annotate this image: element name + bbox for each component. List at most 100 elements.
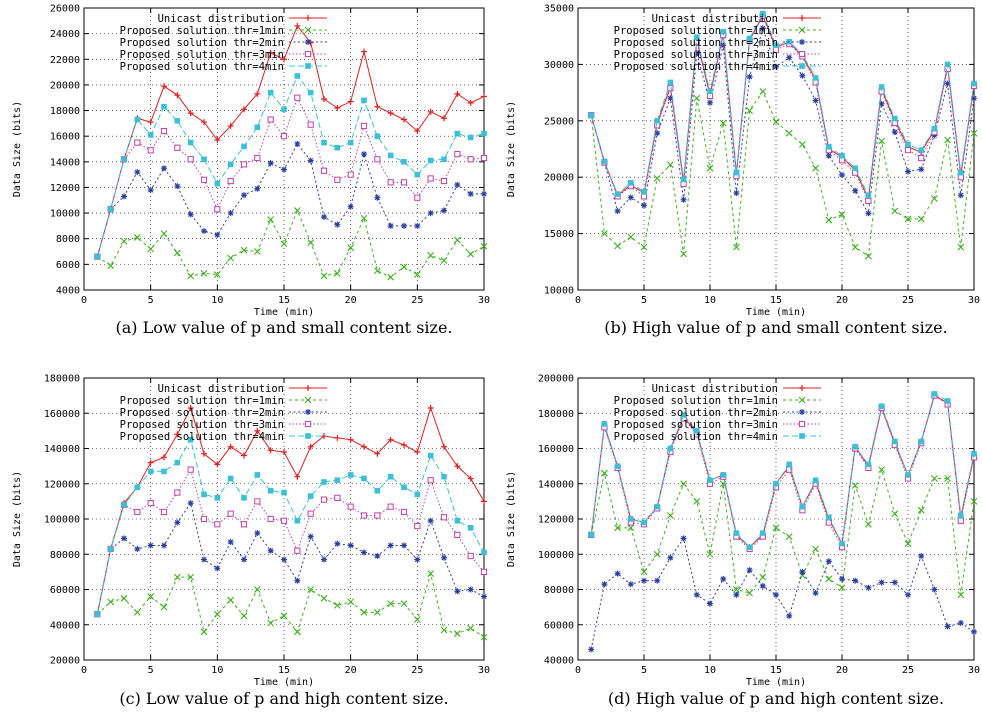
series-thr2 [94, 500, 487, 618]
data-point-thr2 [944, 623, 951, 630]
y-tick-label: 100000 [44, 515, 80, 526]
data-point-thr4 [667, 79, 674, 86]
chart-caption: (d) High value of p and high content siz… [608, 689, 944, 708]
data-point-thr2 [799, 72, 806, 79]
legend-marker-unicast [305, 15, 311, 21]
data-point-thr3 [187, 156, 194, 163]
data-point-thr1 [320, 594, 328, 602]
data-point-thr1 [267, 619, 275, 627]
data-point-thr4 [971, 450, 977, 457]
y-tick-label: 180000 [538, 409, 574, 420]
data-point-thr2 [799, 568, 806, 575]
data-point-unicast [201, 450, 207, 457]
x-tick-label: 5 [148, 665, 154, 676]
data-point-thr2 [746, 73, 753, 80]
chart-panel-3: 20000 40000 60000 80000 100000 120000 140000 16… [12, 374, 490, 709]
data-point-thr3 [467, 156, 474, 163]
data-point-thr1 [614, 242, 621, 250]
data-point-thr3 [904, 147, 912, 154]
data-point-thr2 [641, 202, 647, 209]
data-point-thr4 [680, 176, 687, 183]
data-point-thr2 [147, 187, 154, 194]
data-point-unicast [441, 443, 447, 450]
data-point-thr4 [321, 139, 327, 146]
data-point-thr4 [94, 253, 101, 260]
y-tick-label: 4000 [56, 286, 80, 297]
data-point-thr4 [905, 472, 911, 478]
y-tick-label: 80000 [544, 585, 574, 596]
data-point-thr3 [454, 151, 461, 158]
data-point-thr1 [706, 550, 714, 558]
data-point-thr1 [865, 252, 872, 260]
data-point-thr1 [772, 524, 780, 532]
data-point-thr1 [653, 550, 661, 558]
y-tick-label: 160000 [538, 444, 574, 455]
data-point-thr4 [174, 118, 181, 124]
series-thr4 [94, 436, 487, 617]
data-point-thr2 [201, 228, 207, 235]
data-point-thr1 [187, 573, 195, 581]
data-point-thr1 [107, 598, 115, 606]
data-point-unicast [321, 96, 327, 103]
data-point-thr1 [944, 475, 951, 482]
data-point-thr1 [667, 512, 674, 519]
data-point-thr3 [200, 176, 208, 183]
data-point-thr4 [733, 169, 740, 176]
data-point-thr2 [931, 586, 938, 593]
data-point-thr2 [865, 584, 872, 591]
series-line-thr1 [97, 209, 485, 278]
data-point-thr4 [852, 165, 858, 171]
data-point-thr1 [480, 633, 488, 641]
data-point-thr2 [825, 558, 832, 565]
data-point-thr4 [401, 159, 407, 165]
data-point-thr2 [812, 590, 819, 597]
series-line-thr4 [96, 438, 485, 615]
data-point-thr4 [865, 461, 872, 468]
data-point-thr2 [334, 221, 341, 228]
x-tick-label: 30 [968, 665, 980, 676]
series-line-thr4 [96, 74, 485, 257]
data-point-thr4 [839, 540, 845, 547]
data-point-thr4 [786, 461, 792, 468]
legend-label-thr2: Proposed solution thr=2min [614, 37, 778, 49]
legend-label-thr3: Proposed solution thr=3min [120, 49, 284, 61]
y-tick-label: 20000 [50, 80, 80, 91]
data-point-thr1 [253, 586, 261, 593]
data-point-thr2 [267, 160, 274, 167]
data-point-thr2 [134, 169, 141, 176]
x-tick-label: 0 [575, 295, 581, 306]
data-point-thr4 [441, 473, 447, 480]
data-point-thr3 [280, 517, 288, 524]
data-point-thr2 [161, 165, 167, 172]
data-point-thr4 [134, 116, 141, 123]
data-point-thr1 [746, 107, 753, 115]
data-point-thr1 [387, 273, 395, 281]
legend-label-thr2: Proposed solution thr=2min [614, 407, 778, 419]
data-point-unicast [294, 22, 301, 29]
data-point-thr4 [878, 84, 885, 90]
y-tick-label: 18000 [50, 106, 80, 117]
series-line-thr2 [590, 26, 975, 215]
data-point-thr1 [160, 603, 168, 611]
x-tick-label: 15 [278, 665, 290, 676]
data-point-thr1 [440, 257, 448, 264]
data-point-thr2 [825, 152, 832, 159]
data-point-thr3 [200, 515, 208, 523]
data-point-thr4 [628, 516, 634, 522]
data-point-thr1 [601, 469, 608, 477]
x-tick-label: 20 [836, 295, 848, 306]
data-point-thr4 [641, 189, 647, 195]
data-point-thr4 [107, 546, 114, 552]
x-tick-label: 30 [968, 295, 980, 306]
data-point-thr4 [812, 477, 819, 484]
data-point-thr4 [294, 73, 301, 79]
data-point-thr3 [174, 144, 181, 151]
data-point-thr4 [454, 517, 461, 524]
legend-marker-thr2 [305, 39, 311, 45]
data-point-thr2 [667, 95, 674, 102]
data-point-thr2 [414, 222, 421, 229]
data-point-thr1 [917, 215, 925, 223]
data-point-thr2 [134, 545, 141, 552]
